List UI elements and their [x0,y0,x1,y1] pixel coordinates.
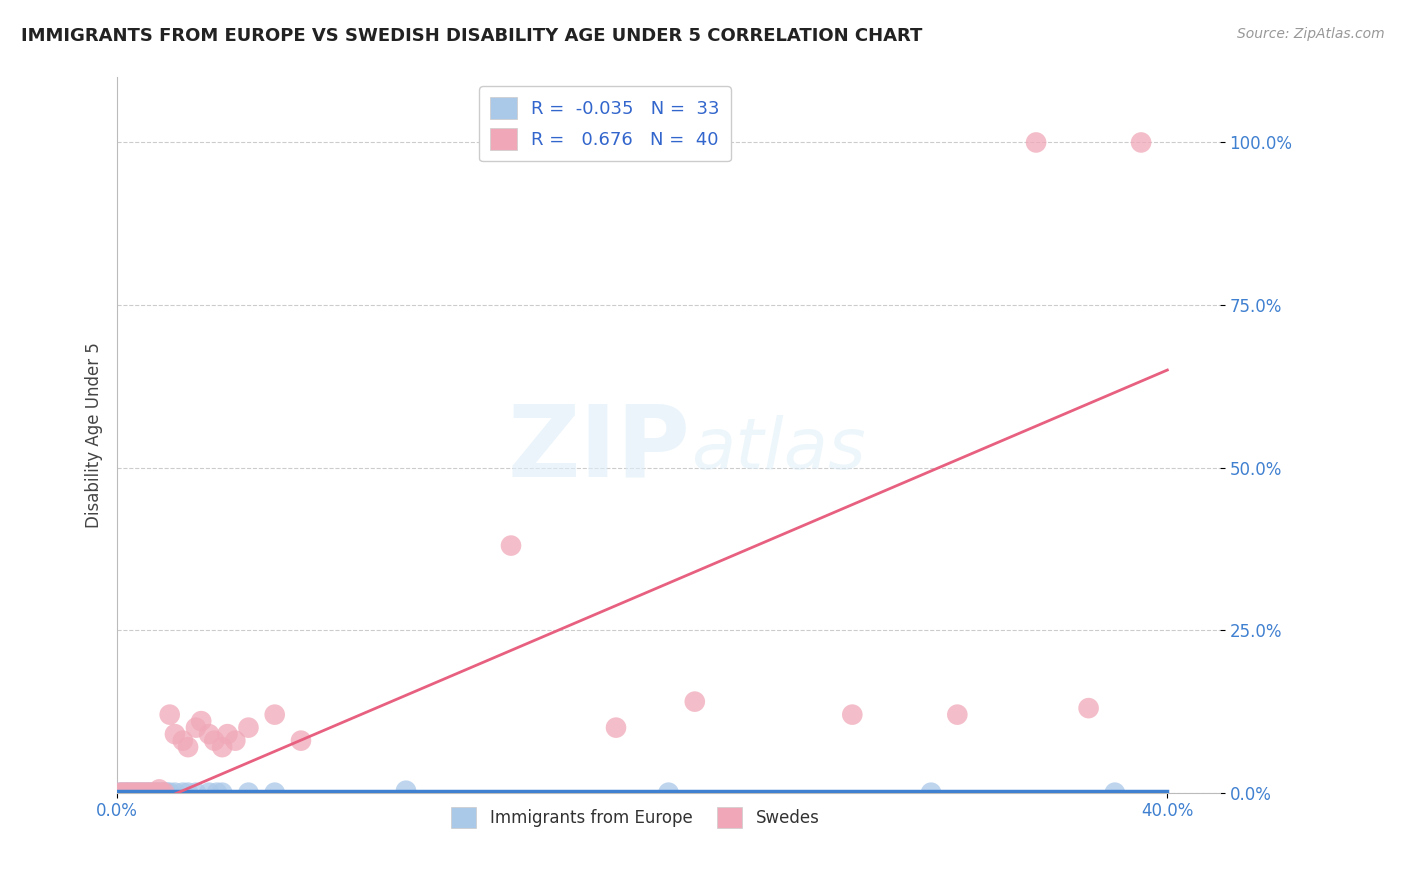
Point [111,786,134,800]
Point [1130,136,1153,150]
Point [127,786,149,800]
Point [177,786,200,800]
Point [172,733,194,747]
Text: Source: ZipAtlas.com: Source: ZipAtlas.com [1237,27,1385,41]
Point [172,786,194,800]
Point [108,786,131,800]
Point [148,782,170,797]
Point [198,727,221,741]
Text: IMMIGRANTS FROM EUROPE VS SWEDISH DISABILITY AGE UNDER 5 CORRELATION CHART: IMMIGRANTS FROM EUROPE VS SWEDISH DISABI… [21,27,922,45]
Point [177,740,200,755]
Point [190,714,212,728]
Point [841,707,863,722]
Point [1025,136,1047,150]
Point [117,786,139,800]
Point [117,786,139,800]
Y-axis label: Disability Age Under 5: Disability Age Under 5 [86,343,103,528]
Point [920,786,942,800]
Point [138,786,160,800]
Point [946,707,969,722]
Point [122,786,145,800]
Point [263,786,285,800]
Point [114,786,136,800]
Point [150,786,173,800]
Point [224,733,246,747]
Point [163,727,186,741]
Point [238,786,260,800]
Point [135,786,157,800]
Point [657,786,679,800]
Point [141,786,163,800]
Point [205,786,228,800]
Point [142,786,165,800]
Point [145,786,167,800]
Point [217,727,239,741]
Point [1077,701,1099,715]
Point [148,786,170,800]
Point [202,733,225,747]
Point [198,786,221,800]
Point [145,786,167,800]
Point [605,721,627,735]
Point [184,786,207,800]
Point [238,721,260,735]
Point [124,786,146,800]
Point [132,786,155,800]
Point [129,786,152,800]
Point [141,786,163,800]
Point [127,786,149,800]
Point [142,786,165,800]
Point [114,786,136,800]
Point [122,786,145,800]
Point [138,786,160,800]
Point [132,786,155,800]
Point [1104,786,1126,800]
Point [153,786,176,800]
Text: ZIP: ZIP [508,401,690,498]
Point [163,786,186,800]
Point [124,786,146,800]
Point [211,740,233,755]
Point [156,786,179,800]
Point [184,721,207,735]
Point [120,786,142,800]
Point [290,733,312,747]
Point [111,786,134,800]
Point [135,786,157,800]
Point [499,539,522,553]
Point [263,707,285,722]
Point [395,783,418,797]
Point [120,786,142,800]
Point [159,786,181,800]
Point [683,695,706,709]
Legend: Immigrants from Europe, Swedes: Immigrants from Europe, Swedes [444,801,827,834]
Point [150,786,173,800]
Point [129,786,152,800]
Point [159,707,181,722]
Text: atlas: atlas [690,415,865,483]
Point [211,786,233,800]
Point [153,786,176,800]
Point [108,786,131,800]
